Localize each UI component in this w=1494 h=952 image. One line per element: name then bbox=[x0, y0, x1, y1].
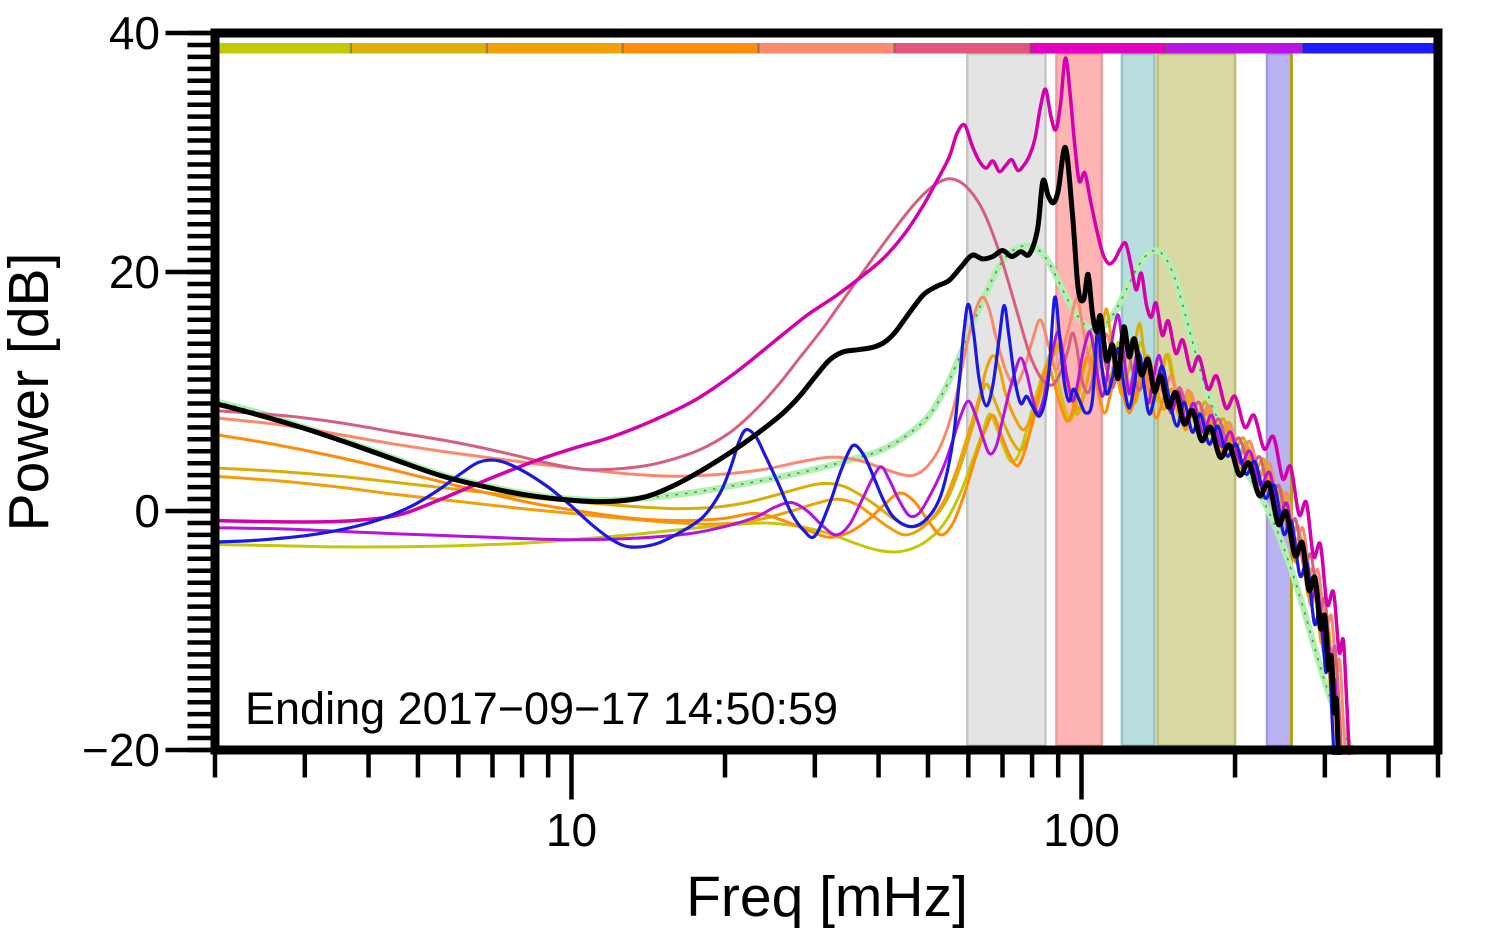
colorbar-segment-4 bbox=[622, 43, 759, 54]
x-tick-label-10: 10 bbox=[546, 804, 597, 856]
axis-ticks bbox=[165, 30, 1441, 800]
colorbar-segment-7 bbox=[1030, 43, 1167, 54]
colorbar-segment-5 bbox=[758, 43, 895, 54]
y-tick-label: 0 bbox=[134, 485, 160, 537]
colorbar-segment-3 bbox=[486, 43, 623, 54]
series-black-mean-curve bbox=[212, 145, 1341, 755]
colorbar-segment-2 bbox=[350, 43, 487, 54]
series-rose-curve bbox=[213, 177, 1344, 755]
y-tick-label: 20 bbox=[109, 246, 160, 298]
frequency-bands bbox=[966, 52, 1293, 747]
ending-timestamp-annotation: Ending 2017−09−17 14:50:59 bbox=[245, 683, 838, 734]
y-tick-label: 40 bbox=[109, 7, 160, 59]
band-lavender bbox=[1265, 52, 1293, 747]
series-salmon-curve bbox=[213, 295, 1348, 755]
axis-tick-labels: 10 100 40 20 0 −20 bbox=[82, 7, 1120, 856]
series-magenta-curve bbox=[213, 56, 1352, 755]
time-colorbar bbox=[215, 43, 1438, 54]
colorbar-segment-9 bbox=[1302, 43, 1438, 54]
x-axis-title: Freq [mHz] bbox=[686, 865, 968, 929]
x-tick-label-100: 100 bbox=[1043, 804, 1120, 856]
colorbar-segment-1 bbox=[215, 43, 351, 54]
plot-frame bbox=[210, 28, 1443, 755]
y-axis-title: Power [dB] bbox=[0, 253, 61, 532]
y-tick-label: −20 bbox=[82, 724, 160, 776]
colorbar-segment-6 bbox=[894, 43, 1031, 54]
spectra-curves bbox=[211, 56, 1358, 755]
colorbar-segment-8 bbox=[1166, 43, 1303, 54]
series-violet-curve bbox=[213, 313, 1341, 755]
series-blue-curve bbox=[213, 295, 1336, 755]
